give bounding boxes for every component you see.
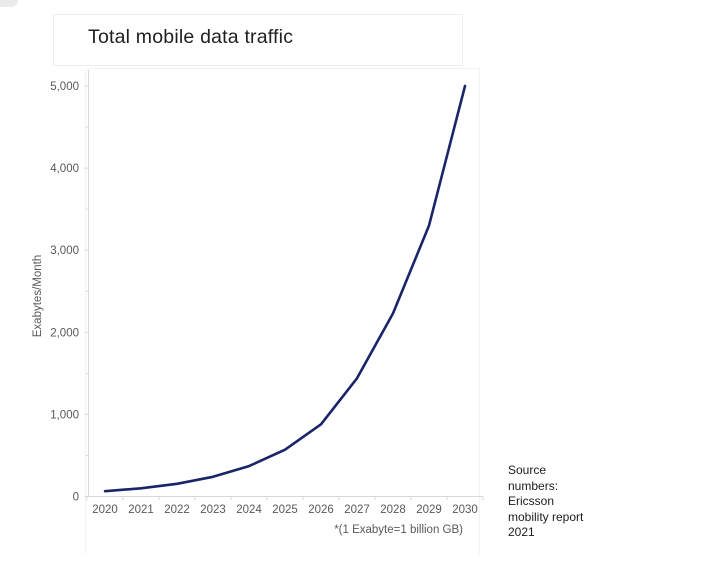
chart-title: Total mobile data traffic bbox=[88, 26, 294, 48]
y-tick-label: 0 bbox=[73, 492, 79, 504]
chart-card bbox=[85, 68, 480, 554]
x-tick-label: 2030 bbox=[452, 504, 478, 516]
y-axis-ticks: 0 1,000 2,000 3,000 4,000 5,000 bbox=[50, 81, 89, 504]
x-tick-label: 2029 bbox=[416, 504, 442, 516]
y-tick-label: 5,000 bbox=[50, 81, 79, 93]
axis-lines bbox=[88, 70, 483, 497]
page-corner-artifact bbox=[0, 0, 18, 7]
title-card: Total mobile data traffic bbox=[53, 14, 463, 66]
x-tick-label: 2023 bbox=[200, 504, 226, 516]
traffic-line-series bbox=[103, 84, 467, 493]
x-tick-label: 2020 bbox=[92, 504, 118, 516]
x-tick-label: 2021 bbox=[128, 504, 154, 516]
y-tick-label: 1,000 bbox=[50, 409, 79, 421]
x-axis-note: *(1 Exabyte=1 billion GB) bbox=[334, 524, 463, 536]
x-tick-label: 2022 bbox=[164, 504, 190, 516]
x-axis-ticks: 2020 2021 2022 2023 2024 2025 2026 2027 2028 2029… bbox=[86, 496, 484, 516]
y-axis-title: Exabytes/Month bbox=[32, 254, 44, 338]
y-tick-label: 2,000 bbox=[50, 327, 79, 339]
y-tick-label: 3,000 bbox=[50, 245, 79, 257]
x-tick-label: 2027 bbox=[344, 504, 370, 516]
y-tick-label: 4,000 bbox=[50, 163, 79, 175]
x-tick-label: 2028 bbox=[380, 504, 406, 516]
x-tick-label: 2026 bbox=[308, 504, 334, 516]
source-note: Source numbers: Ericsson mobility report… bbox=[508, 463, 584, 539]
x-tick-label: 2025 bbox=[272, 504, 298, 516]
x-tick-label: 2024 bbox=[236, 504, 262, 516]
